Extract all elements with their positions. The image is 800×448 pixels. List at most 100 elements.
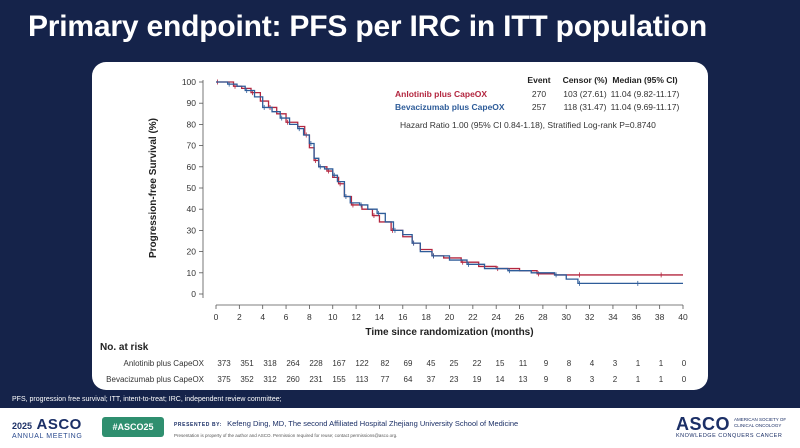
risk-value: 231 (309, 375, 323, 384)
y-axis-label: Progression-free Survival (%) (148, 118, 159, 258)
x-tick-label: 10 (328, 312, 338, 322)
risk-row-label: Bevacizumab plus CapeOX (106, 375, 204, 384)
x-tick-label: 40 (678, 312, 688, 322)
x-tick-label: 0 (214, 312, 219, 322)
footer-bar: 2025 ASCO ANNUAL MEETING #ASCO25 PRESENT… (0, 408, 800, 448)
x-tick-label: 24 (491, 312, 501, 322)
risk-value: 11 (519, 359, 528, 368)
risk-value: 373 (217, 359, 231, 368)
risk-value: 1 (659, 359, 664, 368)
risk-value: 45 (427, 359, 436, 368)
y-tick-label: 0 (191, 289, 196, 299)
x-tick-label: 14 (375, 312, 385, 322)
x-tick-label: 36 (632, 312, 642, 322)
hazard-ratio-text: Hazard Ratio 1.00 (95% CI 0.84-1.18), St… (400, 120, 656, 130)
legend-entry-name: Anlotinib plus CapeOX (395, 89, 487, 99)
legend-header: Median (95% CI) (612, 75, 677, 85)
risk-value: 82 (381, 359, 390, 368)
risk-value: 0 (682, 375, 687, 384)
risk-value: 1 (636, 375, 641, 384)
risk-value: 1 (659, 375, 664, 384)
y-tick-label: 70 (187, 141, 197, 151)
x-tick-label: 6 (284, 312, 289, 322)
risk-value: 8 (567, 375, 572, 384)
y-tick-label: 20 (187, 247, 197, 257)
risk-value: 352 (240, 375, 254, 384)
x-tick-label: 38 (655, 312, 665, 322)
risk-value: 167 (332, 359, 346, 368)
x-tick-label: 16 (398, 312, 408, 322)
risk-value: 155 (332, 375, 346, 384)
hashtag-badge: #ASCO25 (102, 417, 164, 437)
risk-value: 8 (567, 359, 572, 368)
legend-event: 257 (532, 102, 546, 112)
risk-value: 14 (496, 375, 505, 384)
risk-value: 64 (404, 375, 413, 384)
meeting-year: 2025 (12, 421, 33, 431)
slide-title: Primary endpoint: PFS per IRC in ITT pop… (28, 10, 707, 43)
x-tick-label: 12 (351, 312, 361, 322)
meeting-label: ANNUAL MEETING (12, 433, 83, 440)
x-tick-label: 4 (260, 312, 265, 322)
risk-value: 3 (590, 375, 595, 384)
legend-median: 11.04 (9.82-11.17) (611, 89, 680, 99)
risk-value: 122 (355, 359, 369, 368)
y-tick-label: 40 (187, 204, 197, 214)
risk-value: 22 (473, 359, 482, 368)
y-tick-label: 80 (187, 119, 197, 129)
risk-table-title: No. at risk (100, 342, 149, 353)
tagline: KNOWLEDGE CONQUERS CANCER (676, 433, 783, 439)
risk-value: 77 (381, 375, 390, 384)
risk-value: 312 (263, 375, 277, 384)
risk-value: 19 (473, 375, 482, 384)
x-tick-label: 22 (468, 312, 478, 322)
x-tick-label: 34 (608, 312, 618, 322)
y-tick-label: 60 (187, 162, 197, 172)
x-tick-label: 28 (538, 312, 548, 322)
chart-panel (92, 62, 708, 390)
risk-value: 264 (286, 359, 300, 368)
permission-note: Presentation is property of the author a… (174, 433, 398, 438)
y-tick-label: 100 (182, 77, 196, 87)
risk-value: 13 (519, 375, 528, 384)
legend-header: Event (527, 75, 550, 85)
legend-censor: 103 (27.61) (563, 89, 607, 99)
risk-value: 23 (450, 375, 459, 384)
presenter-line: PRESENTED BY: Kefeng Ding, MD, The secon… (174, 419, 518, 428)
asco-brand-right: ASCO (676, 414, 731, 434)
risk-value: 25 (450, 359, 459, 368)
risk-value: 4 (590, 359, 595, 368)
risk-value: 9 (544, 359, 549, 368)
x-tick-label: 26 (515, 312, 525, 322)
risk-value: 351 (240, 359, 254, 368)
risk-value: 1 (636, 359, 641, 368)
legend-censor: 118 (31.47) (564, 102, 607, 112)
risk-value: 260 (286, 375, 300, 384)
y-tick-label: 10 (187, 268, 197, 278)
risk-value: 3 (613, 359, 618, 368)
presented-by-label: PRESENTED BY: (174, 422, 222, 428)
x-tick-label: 32 (585, 312, 595, 322)
y-tick-label: 90 (187, 98, 197, 108)
x-tick-label: 2 (237, 312, 242, 322)
y-tick-label: 50 (187, 183, 197, 193)
asco-society-logo: ASCO AMERICAN SOCIETY OF CLINICAL ONCOLO… (676, 414, 786, 439)
risk-value: 9 (544, 375, 549, 384)
y-tick-label: 30 (187, 225, 197, 235)
km-curve-bevacizumab (216, 81, 683, 285)
asco-annual-meeting-logo: 2025 ASCO ANNUAL MEETING (12, 416, 82, 440)
society-name: AMERICAN SOCIETY OF CLINICAL ONCOLOGY (734, 417, 787, 428)
legend-entry-name: Bevacizumab plus CapeOX (395, 102, 505, 112)
risk-value: 0 (682, 359, 687, 368)
risk-row-label: Anlotinib plus CapeOX (124, 359, 205, 368)
risk-value: 113 (356, 375, 369, 384)
x-axis-label: Time since randomization (months) (365, 327, 533, 338)
x-tick-label: 8 (307, 312, 312, 322)
asco-brand: ASCO (36, 416, 82, 433)
footnote: PFS, progression free survival; ITT, int… (12, 396, 282, 403)
legend-median: 11.04 (9.69-11.17) (611, 102, 680, 112)
legend-event: 270 (532, 89, 546, 99)
risk-value: 2 (613, 375, 618, 384)
x-tick-label: 30 (562, 312, 572, 322)
